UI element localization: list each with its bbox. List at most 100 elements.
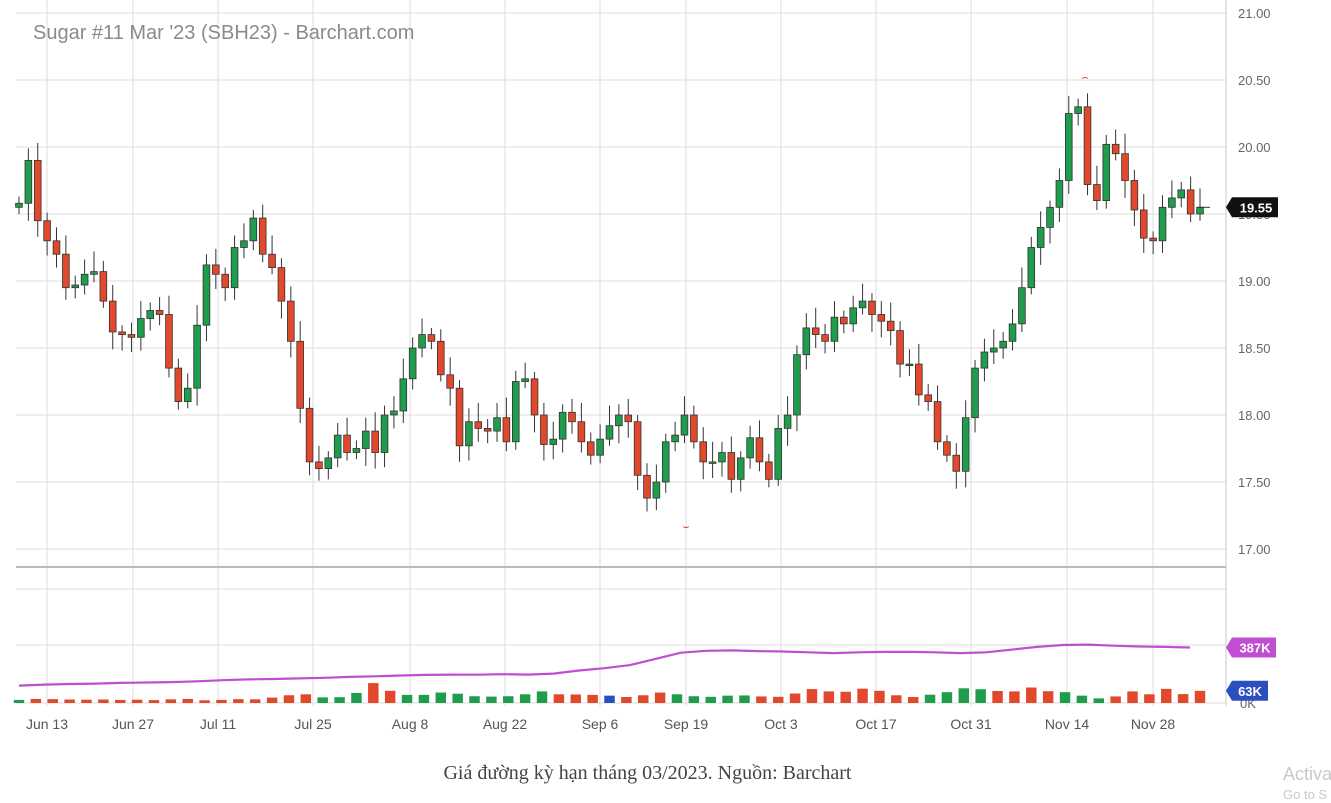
windows-activation-watermark: Activa Go to S (1283, 764, 1331, 802)
volume-bar (705, 696, 716, 703)
candlestick (840, 316, 848, 325)
candlestick (390, 410, 398, 416)
candlestick (1083, 106, 1092, 185)
open-interest-value: 387K (1239, 640, 1271, 655)
candlestick (493, 417, 501, 432)
candlestick (305, 407, 314, 463)
candlestick (240, 240, 248, 248)
candlestick (1046, 206, 1054, 228)
candlestick (596, 438, 604, 456)
candlestick (174, 367, 183, 403)
candlestick (43, 220, 51, 242)
candlestick (624, 414, 633, 423)
candlestick (315, 461, 323, 469)
volume-bar (131, 699, 143, 703)
chart-title: Sugar #11 Mar '23 (SBH23) - Barchart.com (33, 22, 414, 44)
candlestick (605, 425, 614, 440)
candlestick (746, 437, 754, 459)
x-axis-label: Sep 19 (664, 716, 709, 732)
price-chart: 21.0020.5020.0019.5019.0018.5018.0017.50… (13, 0, 1278, 732)
volume-bar (654, 692, 666, 703)
volume-bar (671, 694, 683, 703)
candlestick (905, 363, 914, 366)
price-tick-label: 17.50 (1238, 475, 1271, 490)
candlestick (521, 378, 529, 382)
candlestick (549, 438, 558, 445)
candlestick (718, 452, 726, 463)
volume-bar (317, 697, 328, 703)
volume-bar (789, 693, 801, 703)
activation-line-2: Go to S (1283, 787, 1328, 802)
candlestick (511, 381, 520, 443)
candlestick (62, 253, 70, 289)
candlestick (268, 253, 276, 268)
high-marker: ⌢ (1081, 72, 1088, 84)
volume-bar (823, 691, 835, 703)
candlestick (1121, 153, 1129, 181)
candlestick (877, 314, 886, 322)
candlestick (1168, 197, 1176, 208)
candlestick (193, 324, 201, 389)
price-tick-label: 18.00 (1238, 408, 1271, 423)
candlestick (530, 378, 539, 416)
price-tick-label: 17.00 (1238, 542, 1271, 557)
candlestick (652, 481, 661, 499)
x-axis-label: Oct 3 (764, 716, 798, 732)
volume-bar (1076, 695, 1088, 703)
candlestick (727, 452, 736, 480)
price-tick-label: 21.00 (1238, 6, 1271, 21)
candlestick (399, 378, 408, 412)
volume-bar (216, 699, 227, 703)
x-axis-label: Jun 27 (112, 716, 154, 732)
x-axis-label: Aug 22 (483, 716, 528, 732)
candlestick (558, 411, 567, 440)
candlestick (690, 414, 698, 443)
price-tick-label: 18.50 (1238, 341, 1271, 356)
volume-bar (266, 697, 278, 703)
price-tick-label: 19.00 (1238, 274, 1271, 289)
volume-bar (334, 697, 345, 703)
candlestick (362, 430, 370, 449)
candlestick (699, 441, 708, 463)
candlestick (380, 414, 389, 453)
candlestick (418, 334, 426, 349)
candlestick (811, 327, 820, 335)
candlestick (108, 300, 117, 333)
candlestick (802, 327, 811, 356)
volume-bar (199, 700, 210, 703)
candlestick (1139, 209, 1148, 239)
candlestick (1130, 180, 1139, 211)
candlestick (118, 331, 126, 336)
candlestick (80, 273, 89, 286)
volume-bar (604, 695, 615, 703)
last-volume-tag (1226, 680, 1268, 701)
volume-bar (857, 688, 868, 703)
candlestick (1018, 287, 1026, 325)
candlestick (858, 300, 867, 309)
candlestick (1036, 226, 1045, 248)
volume-bar (722, 695, 733, 703)
volume-bar (772, 696, 784, 703)
volume-bar (874, 690, 885, 703)
volume-bar (587, 694, 598, 703)
open-interest-tag (1226, 637, 1276, 658)
volume-bar (165, 699, 177, 703)
candlestick (408, 347, 417, 380)
candlestick (586, 441, 595, 456)
candlestick (1027, 247, 1036, 289)
volume-bar (13, 699, 25, 703)
volume-bar (553, 694, 565, 703)
volume-bar (418, 694, 430, 703)
candlestick (1149, 237, 1157, 242)
candlestick (437, 340, 445, 376)
activation-line-1: Activa (1283, 764, 1331, 784)
candlestick (924, 394, 932, 402)
candlestick (633, 421, 642, 476)
candlestick (502, 417, 511, 443)
candlestick (146, 310, 154, 319)
candlestick (277, 267, 286, 302)
price-tick-label: 20.50 (1238, 73, 1271, 88)
volume-bar (570, 694, 581, 703)
candlestick (221, 273, 229, 289)
candlestick (961, 417, 970, 472)
